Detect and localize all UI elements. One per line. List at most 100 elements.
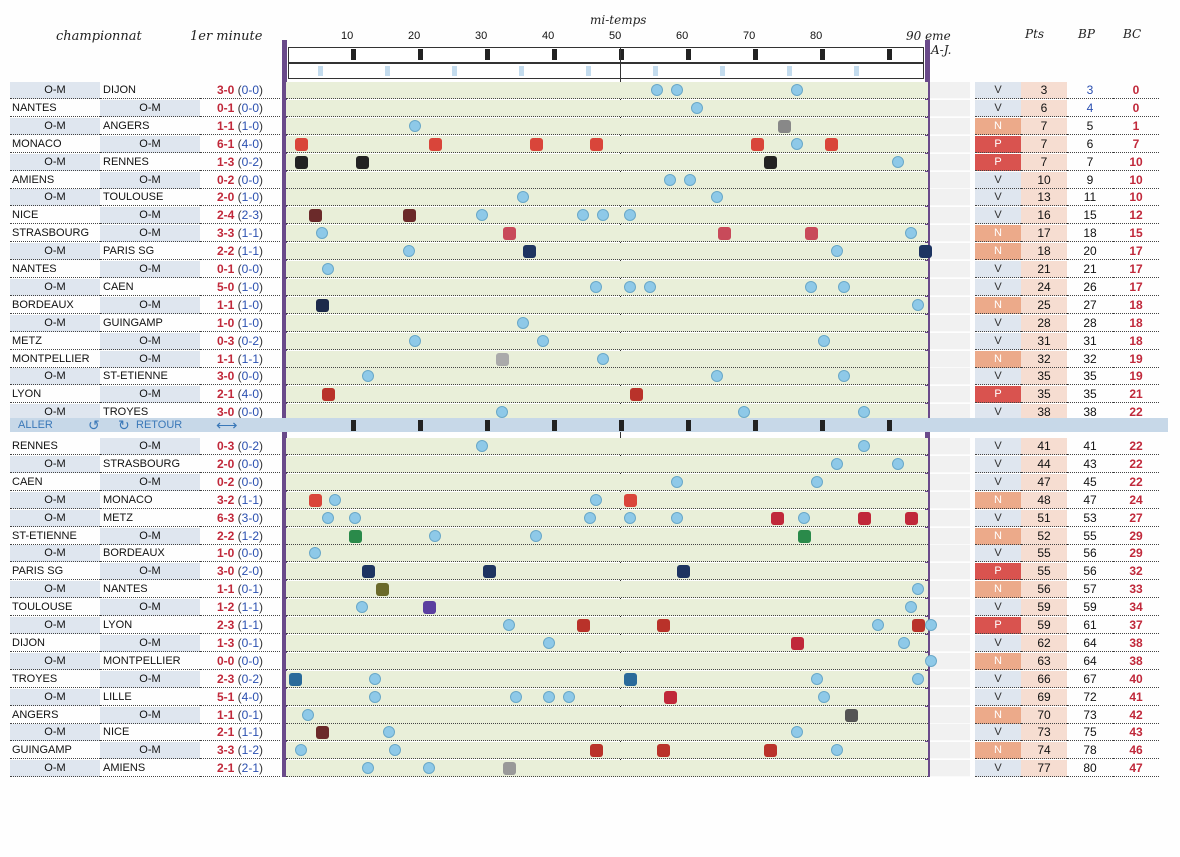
home-team: O-M	[10, 368, 100, 386]
minute-marker	[552, 49, 557, 60]
home-team: AMIENS	[10, 172, 100, 189]
pts-cell: 31	[1021, 332, 1067, 350]
away-team: ST-ETIENNE	[100, 368, 200, 386]
table-row: TOULOUSE O-M 1-2 (1-1)	[10, 599, 282, 617]
om-crest-icon	[791, 84, 804, 96]
score: 0-3 (0-2)	[200, 438, 280, 455]
timeline-row	[286, 225, 928, 243]
away-team: NICE	[100, 724, 200, 742]
timeline-row	[286, 368, 928, 386]
aj-cell	[930, 617, 970, 634]
aj-cell	[930, 473, 970, 491]
om-crest-icon	[583, 511, 596, 524]
table-row: O-M PARIS SG 2-2 (1-1)	[10, 243, 282, 261]
divider-marker	[418, 420, 423, 431]
timeline-row	[286, 332, 928, 350]
aj-cell	[930, 438, 970, 455]
bp-cell: 26	[1067, 279, 1113, 296]
om-crest-icon	[831, 457, 844, 470]
result-badge: V	[975, 688, 1021, 706]
result-badge: N	[975, 117, 1021, 135]
final-score: 1-3	[216, 635, 235, 650]
timeline-row	[286, 724, 928, 742]
opponent-crest-icon	[288, 672, 302, 686]
halftime-score: (1-1)	[234, 351, 264, 366]
divider-marker	[887, 420, 892, 431]
table-row: ANGERS O-M 1-1 (0-1)	[10, 706, 282, 724]
bp-cell: 75	[1067, 724, 1113, 742]
table-row: TROYES O-M 2-3 (0-2)	[10, 670, 282, 688]
minute-marker	[820, 49, 825, 60]
opponent-crest-icon	[315, 298, 329, 312]
home-team: ANGERS	[10, 707, 100, 724]
bc-cell: 27	[1113, 510, 1159, 527]
opponent-crest-icon	[590, 137, 604, 151]
timeline-row	[286, 634, 928, 652]
timeline-row	[286, 527, 928, 545]
result-badge: V	[975, 82, 1021, 99]
aj-cell	[930, 724, 970, 742]
frame-left	[282, 40, 287, 777]
timeline-row	[286, 386, 928, 404]
result-badge: V	[975, 261, 1021, 278]
bc-cell: 47	[1113, 760, 1159, 778]
table-row: NICE O-M 2-4 (2-3)	[10, 207, 282, 225]
result-badge: V	[975, 509, 1021, 527]
result-badge: V	[975, 368, 1021, 386]
aj-cell	[930, 225, 970, 243]
final-score: 1-1	[216, 707, 235, 722]
pts-cell: 24	[1021, 278, 1067, 296]
table-row: O-M RENNES 1-3 (0-2)	[10, 153, 282, 171]
halftime-score: (1-0)	[234, 279, 264, 294]
home-team: TROYES	[10, 671, 100, 688]
bp-cell: 18	[1067, 225, 1113, 243]
bp-cell: 72	[1067, 689, 1113, 706]
timeline-row	[286, 455, 928, 473]
away-team: O-M	[100, 742, 200, 760]
header-championnat: championnat	[56, 29, 142, 44]
pts-cell: 10	[1021, 171, 1067, 189]
away-team: O-M	[100, 634, 200, 652]
pts-cell: 28	[1021, 314, 1067, 332]
aj-cell	[930, 135, 970, 153]
score: 5-0 (1-0)	[200, 279, 280, 296]
om-crest-icon	[516, 191, 529, 204]
bc-cell: 37	[1113, 617, 1159, 634]
home-team: O-M	[10, 509, 100, 527]
bp-cell: 28	[1067, 315, 1113, 332]
bp-cell: 64	[1067, 653, 1113, 670]
bc-cell: 38	[1113, 635, 1159, 652]
om-crest-icon	[369, 690, 382, 703]
halftime-score: (1-1)	[234, 618, 264, 632]
pts-cell: 25	[1021, 296, 1067, 314]
score: 2-1 (4-0)	[200, 386, 280, 404]
table-row: O-M MONACO 3-2 (1-1)	[10, 491, 282, 509]
bp-cell: 80	[1067, 760, 1113, 778]
opponent-crest-icon	[777, 119, 791, 133]
final-score: 3-0	[216, 405, 235, 420]
score: 3-3 (1-1)	[200, 225, 280, 243]
om-crest-icon	[503, 619, 516, 631]
header-first-minute: 1er minute	[190, 29, 263, 44]
pts-cell: 77	[1021, 760, 1067, 778]
result-badge: N	[975, 706, 1021, 724]
bc-cell: 17	[1113, 243, 1159, 261]
timeline-row	[286, 491, 928, 509]
pts-cell: 51	[1021, 509, 1067, 527]
halftime-score: (1-1)	[234, 725, 264, 740]
opponent-crest-icon	[771, 511, 785, 525]
header-mi-temps: mi-temps	[590, 13, 647, 27]
bp-cell: 31	[1067, 333, 1113, 350]
om-crest-icon	[911, 672, 924, 685]
bp-cell: 47	[1067, 492, 1113, 509]
halftime-score: (4-0)	[234, 387, 264, 402]
opponent-crest-icon	[791, 636, 805, 650]
bc-cell: 29	[1113, 545, 1159, 563]
minute-marker	[351, 49, 356, 60]
om-crest-icon	[811, 475, 824, 488]
home-team: METZ	[10, 333, 100, 350]
halftime-score: (1-1)	[234, 226, 264, 241]
result-badge: V	[975, 634, 1021, 652]
opponent-crest-icon	[503, 227, 517, 241]
pts-cell: 59	[1021, 617, 1067, 634]
